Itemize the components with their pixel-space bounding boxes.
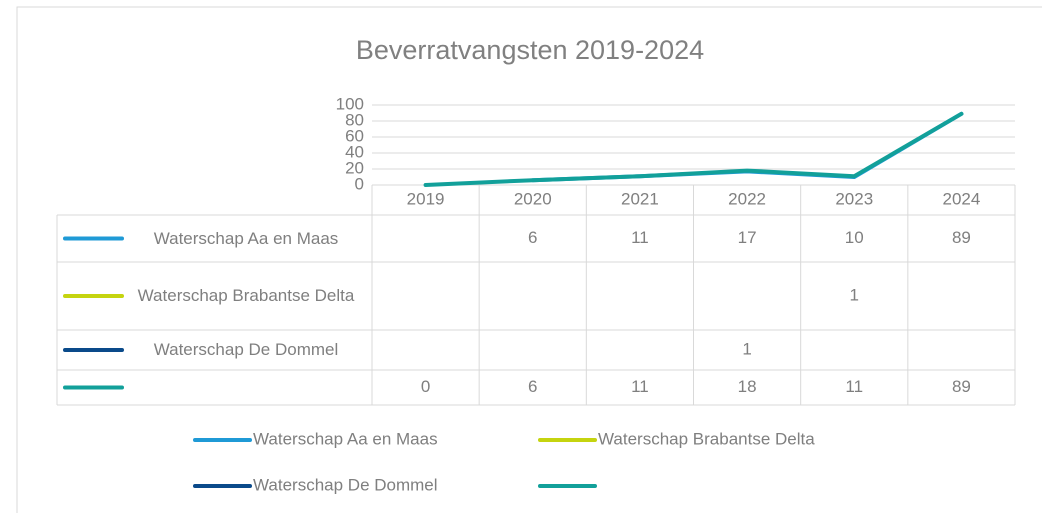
row-label-text: Waterschap Aa en Maas: [153, 228, 339, 248]
table-value: 1: [850, 285, 859, 304]
y-tick-label: 20: [345, 158, 364, 177]
y-tick-label: 40: [345, 142, 364, 161]
table-value: 6: [528, 377, 537, 396]
y-tick-label: 80: [345, 110, 364, 129]
x-tick-label: 2023: [835, 189, 873, 208]
table-value: 1: [742, 339, 751, 358]
y-tick-label: 60: [345, 126, 364, 145]
legend-label: Waterschap Aa en Maas: [253, 429, 438, 448]
table-value: 11: [631, 228, 649, 247]
table-value: 10: [845, 228, 864, 247]
table-value: 89: [952, 228, 971, 247]
table-value: 18: [738, 377, 757, 396]
table-value: 17: [738, 228, 757, 247]
table-value: 89: [952, 377, 971, 396]
chart-frame: [16, 6, 1042, 513]
y-tick-label: 0: [355, 174, 364, 193]
x-tick-label: 2021: [621, 189, 659, 208]
x-tick-label: 2024: [943, 189, 981, 208]
x-tick-label: 2019: [407, 189, 445, 208]
legend-label: Waterschap De Dommel: [253, 475, 438, 494]
y-tick-label: 100: [336, 94, 364, 113]
row-label-text: Waterschap De Dommel: [153, 340, 339, 359]
x-tick-label: 2020: [514, 189, 552, 208]
table-value: 6: [528, 228, 537, 247]
row-label-text: Waterschap Brabantse Delta: [137, 286, 355, 305]
legend-label: Waterschap Brabantse Delta: [598, 429, 815, 448]
table-value: 11: [845, 377, 863, 396]
chart-title: Beverratvangsten 2019-2024: [356, 35, 704, 65]
series-line: [423, 111, 964, 187]
x-tick-label: 2022: [728, 189, 766, 208]
table-value: 11: [631, 377, 649, 396]
row-label: Waterschap Aa en Maas: [153, 228, 339, 248]
row-label: Waterschap De Dommel: [153, 340, 339, 359]
row-label: Waterschap Brabantse Delta: [137, 286, 355, 305]
table-value: 0: [421, 377, 430, 396]
